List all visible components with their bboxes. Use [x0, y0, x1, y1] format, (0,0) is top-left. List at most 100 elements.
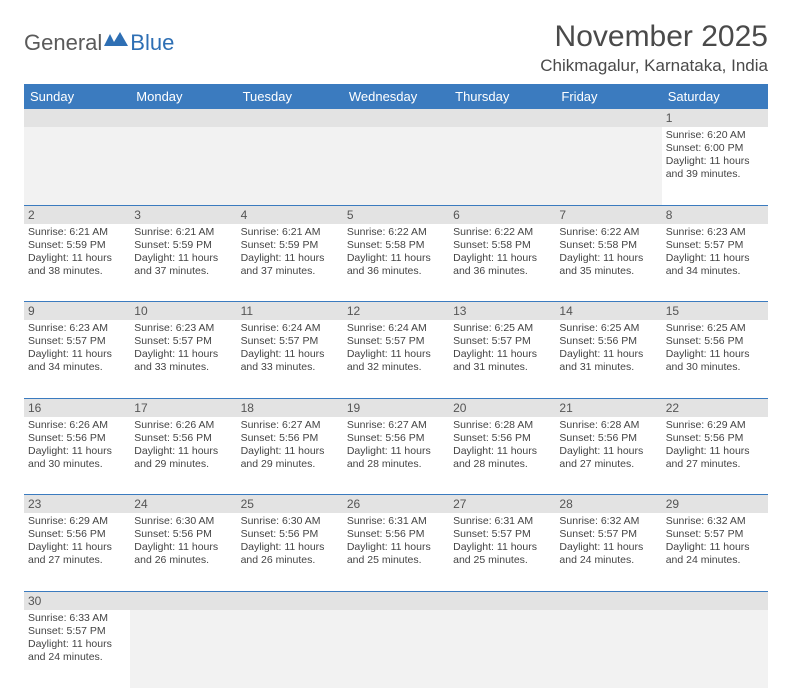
weekday-header-row: SundayMondayTuesdayWednesdayThursdayFrid… [24, 84, 768, 109]
day-cell: Sunrise: 6:21 AMSunset: 5:59 PMDaylight:… [24, 224, 130, 302]
day-number-cell: 2 [24, 205, 130, 224]
weekday-header: Monday [130, 84, 236, 109]
week-row: Sunrise: 6:33 AMSunset: 5:57 PMDaylight:… [24, 610, 768, 688]
day-number-cell: 29 [662, 495, 768, 514]
title-block: November 2025 Chikmagalur, Karnataka, In… [540, 20, 768, 76]
weekday-header: Wednesday [343, 84, 449, 109]
day-number-cell: 28 [555, 495, 661, 514]
weekday-header: Saturday [662, 84, 768, 109]
day-number-cell [130, 591, 236, 610]
day-cell [662, 610, 768, 688]
day-cell: Sunrise: 6:30 AMSunset: 5:56 PMDaylight:… [130, 513, 236, 591]
day-number-cell: 22 [662, 398, 768, 417]
logo: General Blue [24, 30, 174, 56]
day-number-cell [343, 591, 449, 610]
day-details: Sunrise: 6:23 AMSunset: 5:57 PMDaylight:… [134, 322, 232, 375]
day-number-cell [24, 109, 130, 127]
day-details: Sunrise: 6:31 AMSunset: 5:56 PMDaylight:… [347, 515, 445, 568]
day-details: Sunrise: 6:26 AMSunset: 5:56 PMDaylight:… [134, 419, 232, 472]
day-details: Sunrise: 6:24 AMSunset: 5:57 PMDaylight:… [347, 322, 445, 375]
calendar-body: 1 Sunrise: 6:20 AMSunset: 6:00 PMDayligh… [24, 109, 768, 688]
day-cell: Sunrise: 6:28 AMSunset: 5:56 PMDaylight:… [555, 417, 661, 495]
flag-icon [104, 30, 128, 56]
day-details: Sunrise: 6:31 AMSunset: 5:57 PMDaylight:… [453, 515, 551, 568]
day-details: Sunrise: 6:30 AMSunset: 5:56 PMDaylight:… [134, 515, 232, 568]
day-cell: Sunrise: 6:31 AMSunset: 5:57 PMDaylight:… [449, 513, 555, 591]
day-details: Sunrise: 6:23 AMSunset: 5:57 PMDaylight:… [28, 322, 126, 375]
day-number-cell [662, 591, 768, 610]
day-cell [130, 127, 236, 205]
day-number-cell: 24 [130, 495, 236, 514]
day-details: Sunrise: 6:23 AMSunset: 5:57 PMDaylight:… [666, 226, 764, 279]
day-details: Sunrise: 6:30 AMSunset: 5:56 PMDaylight:… [241, 515, 339, 568]
day-number-row: 9101112131415 [24, 302, 768, 321]
day-cell: Sunrise: 6:28 AMSunset: 5:56 PMDaylight:… [449, 417, 555, 495]
logo-text-2: Blue [130, 30, 174, 56]
day-details: Sunrise: 6:24 AMSunset: 5:57 PMDaylight:… [241, 322, 339, 375]
day-cell: Sunrise: 6:22 AMSunset: 5:58 PMDaylight:… [343, 224, 449, 302]
day-number-cell: 17 [130, 398, 236, 417]
week-row: Sunrise: 6:21 AMSunset: 5:59 PMDaylight:… [24, 224, 768, 302]
week-row: Sunrise: 6:23 AMSunset: 5:57 PMDaylight:… [24, 320, 768, 398]
day-cell [237, 127, 343, 205]
weekday-header: Friday [555, 84, 661, 109]
day-details: Sunrise: 6:25 AMSunset: 5:56 PMDaylight:… [559, 322, 657, 375]
day-cell: Sunrise: 6:21 AMSunset: 5:59 PMDaylight:… [130, 224, 236, 302]
day-number-cell [343, 109, 449, 127]
day-details: Sunrise: 6:26 AMSunset: 5:56 PMDaylight:… [28, 419, 126, 472]
day-details: Sunrise: 6:22 AMSunset: 5:58 PMDaylight:… [559, 226, 657, 279]
day-details: Sunrise: 6:21 AMSunset: 5:59 PMDaylight:… [241, 226, 339, 279]
day-cell [555, 127, 661, 205]
day-number-cell [130, 109, 236, 127]
day-number-cell: 12 [343, 302, 449, 321]
day-number-cell: 26 [343, 495, 449, 514]
day-number-cell: 5 [343, 205, 449, 224]
day-number-cell: 3 [130, 205, 236, 224]
day-number-cell: 27 [449, 495, 555, 514]
day-cell: Sunrise: 6:30 AMSunset: 5:56 PMDaylight:… [237, 513, 343, 591]
day-number-row: 16171819202122 [24, 398, 768, 417]
day-cell [24, 127, 130, 205]
day-number-cell [237, 591, 343, 610]
page-title: November 2025 [540, 20, 768, 54]
day-number-cell: 13 [449, 302, 555, 321]
day-details: Sunrise: 6:29 AMSunset: 5:56 PMDaylight:… [28, 515, 126, 568]
day-number-row: 1 [24, 109, 768, 127]
day-cell: Sunrise: 6:25 AMSunset: 5:56 PMDaylight:… [555, 320, 661, 398]
day-details: Sunrise: 6:27 AMSunset: 5:56 PMDaylight:… [241, 419, 339, 472]
day-number-cell: 25 [237, 495, 343, 514]
day-cell [343, 610, 449, 688]
logo-text-1: General [24, 30, 102, 56]
day-cell: Sunrise: 6:31 AMSunset: 5:56 PMDaylight:… [343, 513, 449, 591]
day-cell: Sunrise: 6:29 AMSunset: 5:56 PMDaylight:… [24, 513, 130, 591]
day-number-cell [449, 591, 555, 610]
day-number-cell: 16 [24, 398, 130, 417]
day-cell: Sunrise: 6:33 AMSunset: 5:57 PMDaylight:… [24, 610, 130, 688]
day-number-cell: 8 [662, 205, 768, 224]
week-row: Sunrise: 6:20 AMSunset: 6:00 PMDaylight:… [24, 127, 768, 205]
day-number-cell: 18 [237, 398, 343, 417]
day-cell: Sunrise: 6:26 AMSunset: 5:56 PMDaylight:… [130, 417, 236, 495]
day-number-cell: 6 [449, 205, 555, 224]
day-cell: Sunrise: 6:20 AMSunset: 6:00 PMDaylight:… [662, 127, 768, 205]
day-number-cell: 9 [24, 302, 130, 321]
day-number-cell: 15 [662, 302, 768, 321]
day-details: Sunrise: 6:22 AMSunset: 5:58 PMDaylight:… [453, 226, 551, 279]
day-details: Sunrise: 6:32 AMSunset: 5:57 PMDaylight:… [666, 515, 764, 568]
day-details: Sunrise: 6:28 AMSunset: 5:56 PMDaylight:… [453, 419, 551, 472]
week-row: Sunrise: 6:29 AMSunset: 5:56 PMDaylight:… [24, 513, 768, 591]
day-number-cell [237, 109, 343, 127]
day-number-cell [555, 109, 661, 127]
day-number-cell: 1 [662, 109, 768, 127]
header: General Blue November 2025 Chikmagalur, … [24, 20, 768, 76]
day-number-cell: 11 [237, 302, 343, 321]
location: Chikmagalur, Karnataka, India [540, 56, 768, 76]
day-cell: Sunrise: 6:25 AMSunset: 5:57 PMDaylight:… [449, 320, 555, 398]
day-cell [343, 127, 449, 205]
day-cell: Sunrise: 6:22 AMSunset: 5:58 PMDaylight:… [449, 224, 555, 302]
day-details: Sunrise: 6:20 AMSunset: 6:00 PMDaylight:… [666, 129, 764, 182]
day-cell: Sunrise: 6:26 AMSunset: 5:56 PMDaylight:… [24, 417, 130, 495]
day-number-cell: 10 [130, 302, 236, 321]
week-row: Sunrise: 6:26 AMSunset: 5:56 PMDaylight:… [24, 417, 768, 495]
weekday-header: Thursday [449, 84, 555, 109]
